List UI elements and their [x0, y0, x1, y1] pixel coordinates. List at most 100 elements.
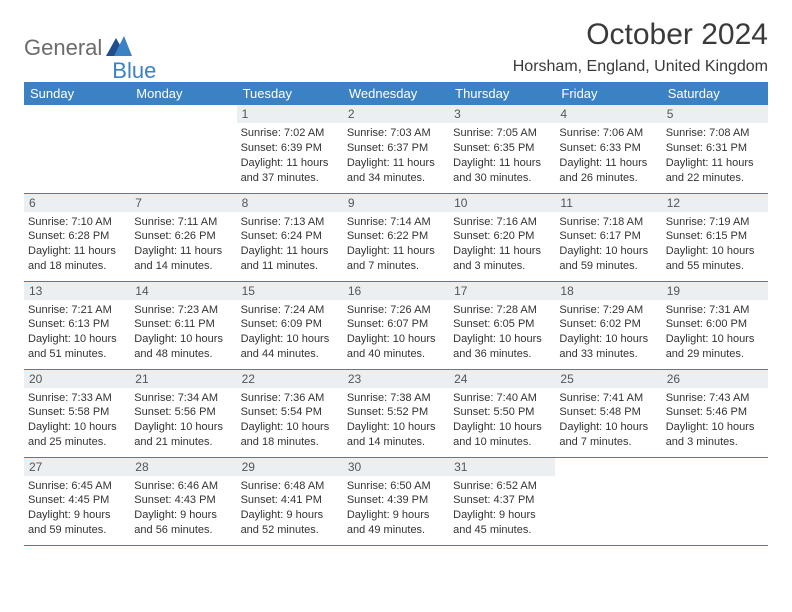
calendar-day-cell: 24Sunrise: 7:40 AMSunset: 5:50 PMDayligh…: [449, 369, 555, 457]
daylight-line: Daylight: 11 hours and 34 minutes.: [347, 156, 445, 186]
calendar-day-cell: 9Sunrise: 7:14 AMSunset: 6:22 PMDaylight…: [343, 193, 449, 281]
sunset-line: Sunset: 6:07 PM: [347, 317, 445, 332]
day-number: 26: [662, 370, 768, 388]
calendar-day-cell: 16Sunrise: 7:26 AMSunset: 6:07 PMDayligh…: [343, 281, 449, 369]
day-number: 23: [343, 370, 449, 388]
sunrise-line: Sunrise: 6:52 AM: [453, 479, 551, 494]
daylight-line: Daylight: 10 hours and 7 minutes.: [559, 420, 657, 450]
daylight-line: Daylight: 10 hours and 25 minutes.: [28, 420, 126, 450]
sunset-line: Sunset: 5:58 PM: [28, 405, 126, 420]
sunset-line: Sunset: 4:39 PM: [347, 493, 445, 508]
daylight-line: Daylight: 11 hours and 18 minutes.: [28, 244, 126, 274]
day-detail: Sunrise: 7:03 AMSunset: 6:37 PMDaylight:…: [347, 126, 445, 185]
sunset-line: Sunset: 6:22 PM: [347, 229, 445, 244]
sunset-line: Sunset: 6:39 PM: [241, 141, 339, 156]
day-number: 31: [449, 458, 555, 476]
day-number: 18: [555, 282, 661, 300]
title-block: October 2024 Horsham, England, United Ki…: [513, 18, 768, 76]
day-number: 29: [237, 458, 343, 476]
day-detail: Sunrise: 7:23 AMSunset: 6:11 PMDaylight:…: [134, 303, 232, 362]
daylight-line: Daylight: 9 hours and 45 minutes.: [453, 508, 551, 538]
sunrise-line: Sunrise: 7:14 AM: [347, 215, 445, 230]
daylight-line: Daylight: 11 hours and 22 minutes.: [666, 156, 764, 186]
day-number: 17: [449, 282, 555, 300]
calendar-day-cell: 28Sunrise: 6:46 AMSunset: 4:43 PMDayligh…: [130, 457, 236, 545]
calendar-day-cell: 8 Sunrise: 7:13 AMSunset: 6:24 PMDaylight…: [237, 193, 343, 281]
sunset-line: Sunset: 4:37 PM: [453, 493, 551, 508]
day-detail: Sunrise: 7:06 AMSunset: 6:33 PMDaylight:…: [559, 126, 657, 185]
calendar-day-cell: [555, 457, 661, 545]
day-number: 10: [449, 194, 555, 212]
calendar-day-cell: 2 Sunrise: 7:03 AMSunset: 6:37 PMDaylight…: [343, 105, 449, 193]
logo-text-general: General: [24, 35, 102, 61]
day-detail: Sunrise: 7:33 AMSunset: 5:58 PMDaylight:…: [28, 391, 126, 450]
sunset-line: Sunset: 6:28 PM: [28, 229, 126, 244]
day-number: 30: [343, 458, 449, 476]
calendar-day-cell: [24, 105, 130, 193]
day-number: 1: [237, 105, 343, 123]
sunset-line: Sunset: 6:24 PM: [241, 229, 339, 244]
sunset-line: Sunset: 5:50 PM: [453, 405, 551, 420]
daylight-line: Daylight: 10 hours and 36 minutes.: [453, 332, 551, 362]
day-number: 27: [24, 458, 130, 476]
sunrise-line: Sunrise: 7:21 AM: [28, 303, 126, 318]
day-number: 9: [343, 194, 449, 212]
daylight-line: Daylight: 11 hours and 11 minutes.: [241, 244, 339, 274]
day-detail: Sunrise: 6:52 AMSunset: 4:37 PMDaylight:…: [453, 479, 551, 538]
calendar-day-cell: 10Sunrise: 7:16 AMSunset: 6:20 PMDayligh…: [449, 193, 555, 281]
sunrise-line: Sunrise: 7:26 AM: [347, 303, 445, 318]
sunset-line: Sunset: 5:48 PM: [559, 405, 657, 420]
calendar-day-cell: 11Sunrise: 7:18 AMSunset: 6:17 PMDayligh…: [555, 193, 661, 281]
logo-mark-icon: [106, 36, 132, 61]
day-detail: Sunrise: 7:02 AMSunset: 6:39 PMDaylight:…: [241, 126, 339, 185]
calendar-day-cell: 13Sunrise: 7:21 AMSunset: 6:13 PMDayligh…: [24, 281, 130, 369]
calendar-week-row: 20 Sunrise: 7:33 AMSunset: 5:58 PMDayligh…: [24, 369, 768, 457]
sunrise-line: Sunrise: 7:31 AM: [666, 303, 764, 318]
day-number: 8: [237, 194, 343, 212]
daylight-line: Daylight: 11 hours and 14 minutes.: [134, 244, 232, 274]
day-detail: Sunrise: 6:48 AMSunset: 4:41 PMDaylight:…: [241, 479, 339, 538]
calendar-week-row: 13Sunrise: 7:21 AMSunset: 6:13 PMDayligh…: [24, 281, 768, 369]
day-number: 13: [24, 282, 130, 300]
daylight-line: Daylight: 10 hours and 29 minutes.: [666, 332, 764, 362]
sunrise-line: Sunrise: 7:43 AM: [666, 391, 764, 406]
sunset-line: Sunset: 5:46 PM: [666, 405, 764, 420]
sunrise-line: Sunrise: 6:50 AM: [347, 479, 445, 494]
calendar-day-cell: [130, 105, 236, 193]
logo-text-blue: Blue: [112, 58, 156, 84]
weekday-header: Sunday: [24, 82, 130, 105]
day-detail: Sunrise: 6:50 AMSunset: 4:39 PMDaylight:…: [347, 479, 445, 538]
sunset-line: Sunset: 6:26 PM: [134, 229, 232, 244]
calendar-day-cell: 12Sunrise: 7:19 AMSunset: 6:15 PMDayligh…: [662, 193, 768, 281]
weekday-header: Monday: [130, 82, 236, 105]
sunrise-line: Sunrise: 7:19 AM: [666, 215, 764, 230]
daylight-line: Daylight: 10 hours and 14 minutes.: [347, 420, 445, 450]
sunrise-line: Sunrise: 7:16 AM: [453, 215, 551, 230]
daylight-line: Daylight: 10 hours and 44 minutes.: [241, 332, 339, 362]
calendar-table: Sunday Monday Tuesday Wednesday Thursday…: [24, 82, 768, 546]
daylight-line: Daylight: 9 hours and 49 minutes.: [347, 508, 445, 538]
sunrise-line: Sunrise: 7:40 AM: [453, 391, 551, 406]
calendar-day-cell: 5Sunrise: 7:08 AMSunset: 6:31 PMDaylight…: [662, 105, 768, 193]
calendar-day-cell: 29 Sunrise: 6:48 AMSunset: 4:41 PMDayligh…: [237, 457, 343, 545]
sunrise-line: Sunrise: 7:10 AM: [28, 215, 126, 230]
day-number: 20: [24, 370, 130, 388]
sunset-line: Sunset: 4:45 PM: [28, 493, 126, 508]
day-number: 2: [343, 105, 449, 123]
day-detail: Sunrise: 7:24 AMSunset: 6:09 PMDaylight:…: [241, 303, 339, 362]
day-detail: Sunrise: 6:45 AMSunset: 4:45 PMDaylight:…: [28, 479, 126, 538]
sunrise-line: Sunrise: 7:38 AM: [347, 391, 445, 406]
day-detail: Sunrise: 6:46 AMSunset: 4:43 PMDaylight:…: [134, 479, 232, 538]
month-title: October 2024: [513, 18, 768, 52]
day-detail: Sunrise: 7:34 AMSunset: 5:56 PMDaylight:…: [134, 391, 232, 450]
weekday-header: Wednesday: [343, 82, 449, 105]
day-detail: Sunrise: 7:13 AMSunset: 6:24 PMDaylight:…: [241, 215, 339, 274]
calendar-day-cell: 19Sunrise: 7:31 AMSunset: 6:00 PMDayligh…: [662, 281, 768, 369]
day-number: 25: [555, 370, 661, 388]
day-detail: Sunrise: 7:05 AMSunset: 6:35 PMDaylight:…: [453, 126, 551, 185]
sunset-line: Sunset: 6:33 PM: [559, 141, 657, 156]
calendar-day-cell: 17Sunrise: 7:28 AMSunset: 6:05 PMDayligh…: [449, 281, 555, 369]
sunset-line: Sunset: 5:54 PM: [241, 405, 339, 420]
weekday-header: Friday: [555, 82, 661, 105]
calendar-day-cell: 21Sunrise: 7:34 AMSunset: 5:56 PMDayligh…: [130, 369, 236, 457]
